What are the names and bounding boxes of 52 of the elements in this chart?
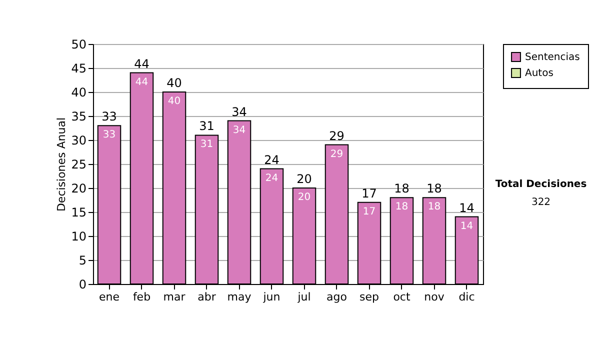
x-tick-label: ago bbox=[326, 290, 348, 304]
total-label: 44 bbox=[134, 56, 150, 71]
total-label: 31 bbox=[199, 119, 214, 134]
total-label: 24 bbox=[264, 152, 280, 167]
y-tick-label: 5 bbox=[78, 254, 86, 268]
data-label: 20 bbox=[298, 192, 311, 203]
data-label: 29 bbox=[330, 148, 344, 160]
y-tick-label: 10 bbox=[71, 230, 86, 244]
y-tick-label: 15 bbox=[71, 206, 86, 220]
total-label: 33 bbox=[102, 110, 117, 124]
total-label: 17 bbox=[362, 186, 377, 200]
x-tick-label: sep bbox=[360, 290, 380, 304]
data-label: 31 bbox=[200, 139, 214, 150]
total-label: 18 bbox=[426, 182, 442, 196]
x-tick-label: mar bbox=[163, 290, 186, 304]
x-tick-label: jul bbox=[296, 290, 311, 304]
legend-label: Autos bbox=[525, 68, 554, 79]
data-label: 18 bbox=[395, 202, 408, 213]
x-tick-label: jun bbox=[262, 290, 280, 304]
y-tick-label: 20 bbox=[71, 182, 86, 196]
y-tick-label: 30 bbox=[71, 134, 86, 148]
data-label: 40 bbox=[168, 96, 181, 107]
total-label: 18 bbox=[394, 182, 410, 196]
legend-label: Sentencias bbox=[525, 52, 580, 63]
y-tick-label: 25 bbox=[71, 158, 86, 172]
x-tick-label: abr bbox=[198, 290, 216, 304]
data-label: 44 bbox=[135, 76, 148, 88]
data-label: 34 bbox=[232, 124, 246, 136]
y-tick-label: 50 bbox=[71, 38, 86, 52]
total-label: 14 bbox=[459, 200, 474, 215]
y-tick-label: 45 bbox=[71, 62, 86, 76]
total-label: 34 bbox=[232, 104, 247, 119]
data-label: 24 bbox=[265, 172, 278, 184]
data-label: 14 bbox=[460, 220, 474, 232]
data-label: 33 bbox=[102, 130, 116, 141]
data-label: 18 bbox=[428, 202, 441, 213]
total-label: 20 bbox=[296, 172, 312, 186]
x-tick-label: dic bbox=[458, 290, 475, 304]
x-tick-label: oct bbox=[393, 290, 411, 304]
y-tick-label: 40 bbox=[71, 86, 86, 100]
data-label: 17 bbox=[362, 206, 376, 218]
x-tick-label: ene bbox=[98, 290, 120, 304]
y-tick-label: 35 bbox=[71, 110, 86, 124]
y-tick-label: 0 bbox=[78, 278, 86, 292]
x-tick-label: may bbox=[227, 290, 252, 304]
total-label: 29 bbox=[329, 128, 344, 143]
y-axis-title: Decisiones Anual bbox=[55, 117, 68, 212]
text: 322 bbox=[531, 197, 551, 208]
x-tick-label: feb bbox=[132, 290, 151, 304]
x-tick-label: nov bbox=[424, 290, 445, 304]
text: Total Decisiones bbox=[495, 179, 587, 190]
total-label: 40 bbox=[166, 76, 182, 90]
